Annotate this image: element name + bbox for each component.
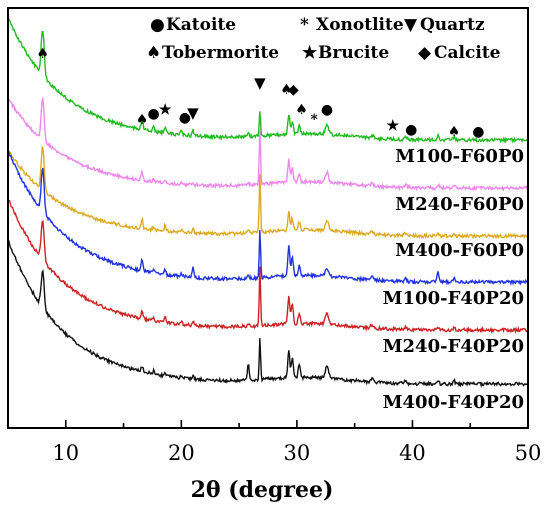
legend-label: Katoite: [166, 15, 236, 35]
x-axis: 10 20 30 40 50: [7, 420, 542, 465]
series-line-m240-f40p20: [7, 198, 529, 335]
peak-marker: ♠: [295, 102, 308, 118]
legend-label: Xonotlite: [316, 15, 404, 35]
peak-marker: ♠: [448, 124, 461, 140]
series-line-m400-f60p0: [7, 145, 529, 240]
peak-marker: ●: [472, 124, 484, 140]
peak-marker: ♠: [280, 82, 293, 98]
peak-marker: ●: [405, 122, 417, 138]
peak-marker: ★: [387, 118, 400, 134]
peak-markers: ♠♠ ● ★ ●▼▼ ♠◆♠*●★ ● ♠ ●: [36, 46, 484, 140]
series-line-m100-f60p0: [7, 17, 529, 144]
series-label: M400-F60P0: [395, 240, 524, 261]
x-axis-label: 2θ (degree): [191, 477, 334, 503]
legend-label: Calcite: [434, 43, 501, 63]
peak-marker: ♠: [36, 46, 49, 62]
legend-marker: ♠: [146, 43, 161, 63]
peak-marker: ▼: [254, 74, 266, 92]
peak-marker: ●: [179, 110, 191, 126]
peak-marker: ▼: [187, 104, 199, 122]
series-line-m240-f60p0: [7, 96, 529, 192]
legend-marker: ●: [150, 15, 165, 35]
x-tick-label: 30: [284, 441, 311, 465]
legend-marker: *: [300, 15, 309, 35]
series-label: M100-F60P0: [395, 146, 524, 167]
series-label: M400-F40P20: [383, 392, 524, 413]
legend-label: Tobermorite: [162, 43, 279, 63]
x-tick-label: 50: [515, 441, 542, 465]
legend-label: Brucite: [318, 43, 389, 63]
peak-marker: ♠: [136, 112, 149, 128]
legend-marker: ◆: [418, 43, 432, 63]
legend-marker: ▼: [404, 15, 418, 35]
series-line-m400-f40p20: [7, 239, 528, 388]
plot-frame: [7, 7, 529, 429]
series-label: M240-F60P0: [395, 194, 524, 215]
peak-marker: *: [311, 112, 319, 128]
x-tick-label: 10: [52, 441, 79, 465]
peak-marker: ◆: [288, 82, 299, 98]
legend-marker: ★: [302, 43, 318, 63]
x-tick-label: 20: [168, 441, 195, 465]
peak-marker: ★: [159, 102, 172, 118]
series-labels: M100-F60P0 M240-F60P0 M400-F60P0 M100-F40P2…: [383, 146, 524, 413]
legend-label: Quartz: [420, 15, 485, 35]
series-label: M100-F40P20: [383, 288, 524, 309]
series-label: M240-F40P20: [383, 336, 524, 357]
peak-marker: ●: [147, 106, 159, 122]
phase-legend: ● Katoite * Xonotlite ▼ Quartz ♠ Tobermorite ★ Br…: [146, 15, 501, 63]
peak-marker: ●: [321, 102, 333, 118]
series-line-m100-f40p20: [7, 149, 529, 286]
x-tick-label: 40: [399, 441, 426, 465]
series-curves: [7, 17, 529, 388]
